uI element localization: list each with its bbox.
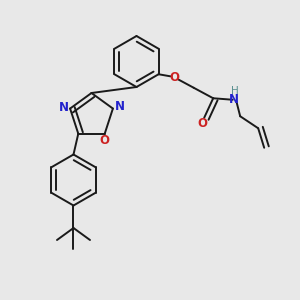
Text: N: N xyxy=(115,100,124,112)
Text: H: H xyxy=(231,86,239,96)
Text: O: O xyxy=(169,71,179,84)
Text: O: O xyxy=(198,117,208,130)
Text: N: N xyxy=(59,100,69,113)
Text: O: O xyxy=(100,134,110,147)
Text: N: N xyxy=(229,93,239,106)
